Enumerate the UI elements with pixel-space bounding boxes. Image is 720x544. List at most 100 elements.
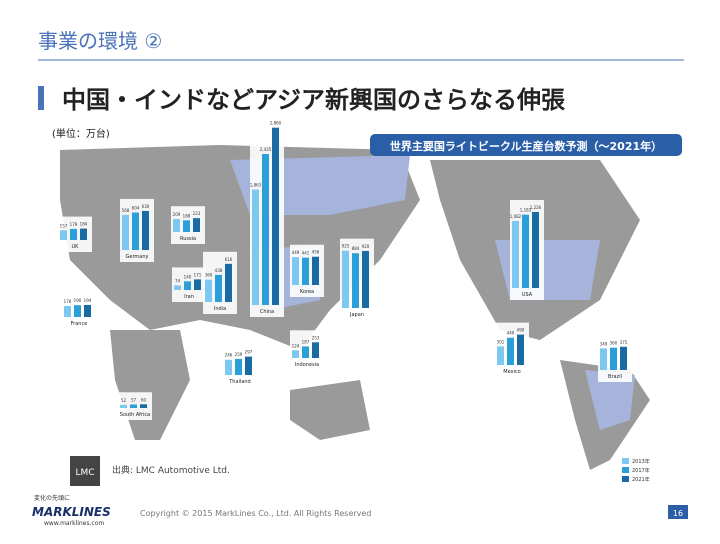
bar (183, 220, 190, 232)
value-label: 52 (121, 398, 127, 403)
country-label: Mexico (503, 369, 520, 375)
value-label: 438 (215, 268, 223, 273)
page-badge (668, 505, 688, 519)
copyright: Copyright © 2015 MarkLines Co., Ltd. All… (140, 509, 371, 518)
bar (60, 230, 67, 240)
country-label: UK (72, 244, 80, 250)
bar (362, 250, 369, 308)
legend-label: 2021年 (632, 476, 650, 483)
bar (312, 342, 319, 358)
country-label: Iran (184, 294, 194, 300)
bar (620, 346, 627, 370)
bar (142, 210, 149, 250)
value-label: 884 (352, 246, 360, 251)
bar (507, 337, 514, 365)
bar (302, 257, 309, 285)
value-label: 124 (292, 343, 300, 348)
bar (532, 211, 539, 288)
unit-label: (単位：万台) (52, 127, 110, 140)
bar (302, 346, 309, 358)
bar (225, 263, 232, 302)
value-label: 925 (342, 244, 350, 249)
source: 出典: LMC Automotive Ltd. (112, 464, 230, 476)
bar (497, 346, 504, 365)
value-label: 140 (184, 274, 192, 279)
brand: MARKLINES (32, 505, 111, 519)
slide-title: 事業の環境 ② (38, 29, 162, 53)
url: www.marklines.com (44, 520, 104, 527)
australia (290, 380, 370, 440)
bar (122, 214, 129, 250)
value-label: 74 (175, 278, 181, 283)
value-label: 209 (173, 212, 181, 217)
bar (610, 347, 617, 370)
headline-bar (38, 86, 44, 110)
bar (262, 154, 269, 305)
value-label: 349 (600, 341, 608, 346)
bar (512, 220, 519, 288)
value-label: 920 (362, 244, 370, 249)
value-label: 246 (225, 353, 233, 358)
bar (173, 219, 180, 232)
value-label: 194 (84, 298, 92, 303)
value-label: 375 (620, 340, 628, 345)
bar (517, 334, 524, 365)
country-label: France (71, 321, 88, 327)
bar (194, 279, 201, 290)
value-label: 297 (245, 350, 253, 355)
bar (215, 274, 222, 302)
bar (522, 214, 529, 288)
value-label: 1,863 (250, 182, 262, 187)
country-label: Thailand (228, 379, 250, 385)
value-label: 171 (194, 272, 202, 277)
country-label: Korea (300, 289, 314, 295)
value-label: 456 (312, 250, 320, 255)
bar (84, 304, 91, 317)
bar (272, 127, 279, 306)
value-label: 60 (141, 397, 147, 402)
value-label: 184 (80, 222, 88, 227)
value-label: 2,435 (260, 147, 272, 152)
lmc-text: LMC (75, 468, 94, 478)
value-label: 449 (292, 250, 300, 255)
bar (252, 189, 259, 305)
bar (174, 285, 181, 290)
value-label: 57 (131, 397, 137, 402)
legend-swatch (622, 458, 629, 464)
bar (342, 250, 349, 308)
legend-swatch (622, 476, 629, 482)
value-label: 190 (74, 298, 82, 303)
lmc-logo (70, 456, 100, 486)
legend-label: 2017年 (632, 467, 650, 474)
bar (352, 253, 359, 308)
bar (80, 228, 87, 240)
bar (205, 279, 212, 302)
value-label: 188 (183, 213, 191, 218)
bar (64, 305, 71, 317)
value-label: 178 (64, 299, 72, 304)
bar (70, 228, 77, 240)
bar (184, 281, 191, 290)
value-label: 187 (302, 339, 310, 344)
value-label: 1,183 (520, 208, 532, 213)
brazil-area (585, 370, 635, 430)
legend-swatch (622, 467, 629, 473)
value-label: 1,082 (510, 214, 522, 219)
bar (74, 305, 81, 317)
bar (312, 256, 319, 285)
value-label: 568 (122, 208, 130, 213)
country-label: Germany (126, 254, 149, 260)
value-label: 259 (235, 352, 243, 357)
legend-label: 2013年 (632, 458, 650, 465)
country-label: India (214, 306, 226, 312)
bar (132, 212, 139, 250)
value-label: 490 (517, 328, 525, 333)
page-number: 16 (673, 509, 683, 518)
bar (245, 356, 252, 375)
bar (600, 348, 607, 370)
country-label: Brazil (608, 374, 622, 380)
bar (292, 257, 299, 285)
value-label: 157 (60, 223, 68, 228)
value-label: 2,860 (270, 121, 282, 126)
